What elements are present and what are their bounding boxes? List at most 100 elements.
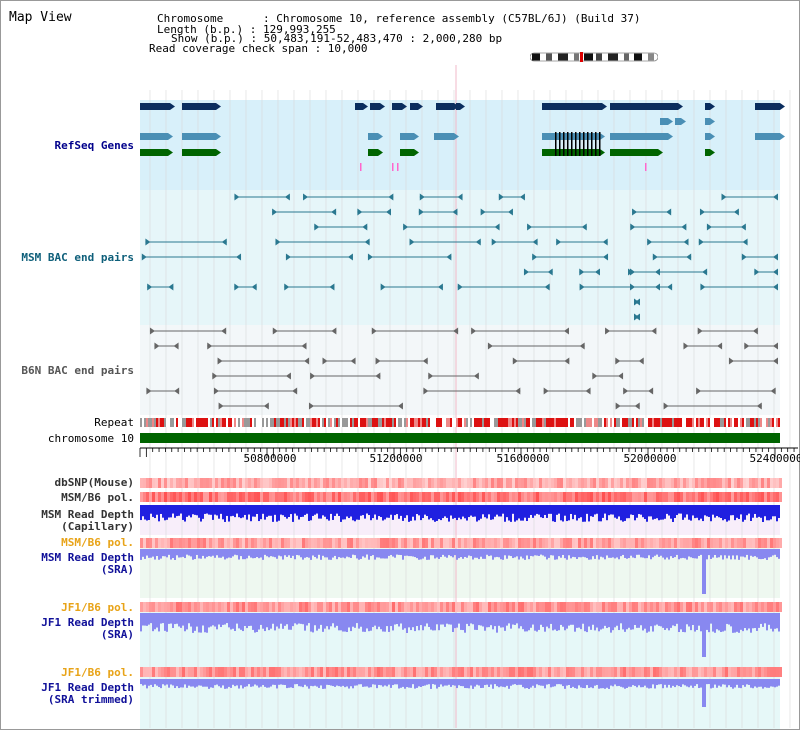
heat-cell xyxy=(605,478,608,488)
heat-cell xyxy=(431,478,434,488)
repeat-segment xyxy=(760,418,762,427)
track-label-chromosome[interactable]: chromosome 10 xyxy=(47,432,134,445)
heat-cell xyxy=(293,667,296,677)
depth-bar xyxy=(740,505,742,515)
repeat-segment xyxy=(166,418,168,427)
track-label-jf1-pol[interactable]: JF1/B6 pol. xyxy=(61,601,134,614)
heat-cell xyxy=(344,492,347,502)
depth-bar xyxy=(674,549,676,558)
repeat-segment xyxy=(414,418,416,427)
heat-cell xyxy=(380,538,383,548)
gene-feature xyxy=(370,103,380,110)
heat-cell xyxy=(662,478,665,488)
track-label-dbsnp[interactable]: dbSNP(Mouse) xyxy=(54,476,134,489)
depth-bar xyxy=(716,505,718,517)
heat-cell xyxy=(284,492,287,502)
heat-cell xyxy=(650,602,653,612)
repeat-segment xyxy=(540,418,542,427)
track-label-jf1-pol-2[interactable]: JF1/B6 pol. xyxy=(61,666,134,679)
track-label-repeat[interactable]: Repeat xyxy=(94,416,134,429)
repeat-segment xyxy=(438,418,440,427)
repeat-segment xyxy=(664,418,666,427)
depth-bar xyxy=(628,549,630,559)
depth-bar xyxy=(358,505,360,520)
bac-end-marker xyxy=(697,327,703,335)
repeat-segment xyxy=(624,418,626,427)
depth-bar xyxy=(698,505,700,521)
depth-bar xyxy=(674,679,676,688)
depth-bar xyxy=(168,505,170,518)
chromosome-ideogram[interactable] xyxy=(530,52,658,62)
heat-cell xyxy=(668,602,671,612)
depth-bar xyxy=(332,613,334,624)
bac-end-marker xyxy=(773,268,778,276)
bac-end-marker xyxy=(728,357,734,365)
heat-cell xyxy=(506,538,509,548)
heat-cell xyxy=(551,667,554,677)
track-label-msm-depth-capillary[interactable]: MSM Read Depth xyxy=(41,508,134,521)
depth-bar xyxy=(408,549,410,557)
depth-bar xyxy=(644,613,646,629)
heat-cell xyxy=(536,538,539,548)
track-label-jf1-depth-sra[interactable]: JF1 Read Depth xyxy=(41,616,134,629)
heat-cell xyxy=(341,667,344,677)
track-label-jf1-depth-trimmed[interactable]: JF1 Read Depth xyxy=(41,681,134,694)
depth-bar xyxy=(242,679,244,689)
depth-bar xyxy=(512,613,514,625)
depth-bar xyxy=(150,613,152,624)
heat-cell xyxy=(383,667,386,677)
depth-bar xyxy=(624,679,626,689)
heat-cell xyxy=(476,492,479,502)
depth-bar xyxy=(262,679,264,686)
gene-arrow xyxy=(668,133,673,140)
heat-cell xyxy=(449,538,452,548)
heat-cell xyxy=(458,478,461,488)
heat-cell xyxy=(182,667,185,677)
repeat-segment xyxy=(254,418,256,427)
bac-end-marker xyxy=(149,327,155,335)
depth-bar xyxy=(758,505,760,517)
depth-bar xyxy=(260,505,262,520)
track-label-msm-pol[interactable]: MSM/B6 pol. xyxy=(61,491,134,504)
depth-bar xyxy=(228,505,230,522)
track-label-b6n-bac[interactable]: B6N BAC end pairs xyxy=(21,364,134,377)
heat-cell xyxy=(326,492,329,502)
heat-cell xyxy=(464,538,467,548)
depth-bar xyxy=(640,613,642,626)
heat-cell xyxy=(398,478,401,488)
heat-cell xyxy=(644,538,647,548)
heat-cell xyxy=(188,492,191,502)
depth-bar xyxy=(612,679,614,687)
track-label-msm-depth-sra[interactable]: MSM Read Depth xyxy=(41,551,134,564)
depth-bar xyxy=(276,613,278,627)
heat-cell xyxy=(659,667,662,677)
depth-bar xyxy=(186,549,188,555)
depth-bar xyxy=(712,549,714,558)
depth-bar xyxy=(282,549,284,560)
heat-cell xyxy=(173,492,176,502)
heat-cell xyxy=(230,538,233,548)
track-label-msm-bac[interactable]: MSM BAC end pairs xyxy=(21,251,134,264)
track-label-refseq[interactable]: RefSeq Genes xyxy=(54,139,134,152)
depth-bar xyxy=(344,679,346,688)
repeat-segment xyxy=(588,418,590,427)
depth-bar xyxy=(368,613,370,632)
heat-cell xyxy=(146,538,149,548)
depth-bar xyxy=(500,549,502,560)
bac-end-marker xyxy=(773,253,778,261)
depth-bar xyxy=(518,549,520,560)
heat-cell xyxy=(362,667,365,677)
heat-cell xyxy=(692,492,695,502)
depth-bar xyxy=(520,679,522,685)
gene-feature xyxy=(660,118,668,125)
repeat-segment xyxy=(570,418,572,427)
depth-bar xyxy=(472,505,474,517)
heat-cell xyxy=(413,602,416,612)
depth-bar xyxy=(552,679,554,687)
depth-bar xyxy=(722,613,724,632)
heat-cell xyxy=(512,667,515,677)
depth-bar xyxy=(146,679,148,689)
track-label-msm-pol-2[interactable]: MSM/B6 pol. xyxy=(61,536,134,549)
depth-bar xyxy=(182,613,184,626)
